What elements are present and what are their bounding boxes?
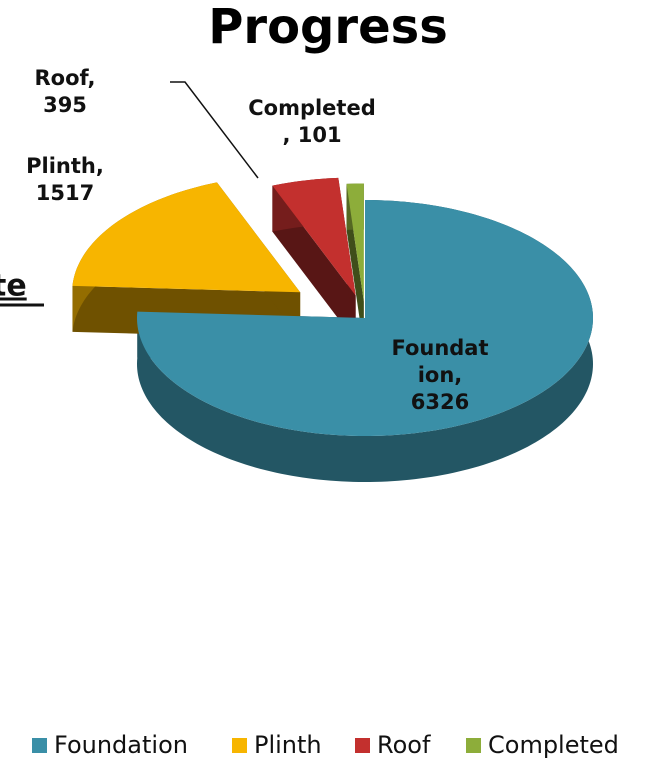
legend-label: Roof [377, 731, 431, 759]
data-label: Completed, 101 [248, 96, 376, 147]
legend-swatch [232, 738, 247, 753]
data-label: Plinth, 1517 [26, 154, 104, 205]
data-label: Roof, 395 [34, 66, 96, 117]
slice [137, 200, 593, 436]
data-label-box: Foundation, 6326 [391, 335, 489, 414]
legend-label: Foundation [54, 731, 188, 759]
data-label-box: Plinth, 1517 [26, 154, 104, 205]
chart-title: Progress [208, 0, 448, 55]
data-label-box: Completed, 101 [248, 96, 376, 147]
data-label-box: Roof, 395 [34, 66, 96, 117]
slice [272, 177, 356, 296]
legend-swatch [355, 738, 370, 753]
leader-line [170, 81, 259, 179]
legend-swatch [32, 738, 47, 753]
slice [346, 183, 364, 302]
legend-label: Completed [488, 731, 619, 759]
cut-off-text: te [0, 269, 27, 304]
slice [72, 182, 301, 293]
legend-label: Plinth [254, 731, 322, 759]
data-label: Foundation, 6326 [391, 335, 489, 414]
legend-swatch [466, 738, 481, 753]
